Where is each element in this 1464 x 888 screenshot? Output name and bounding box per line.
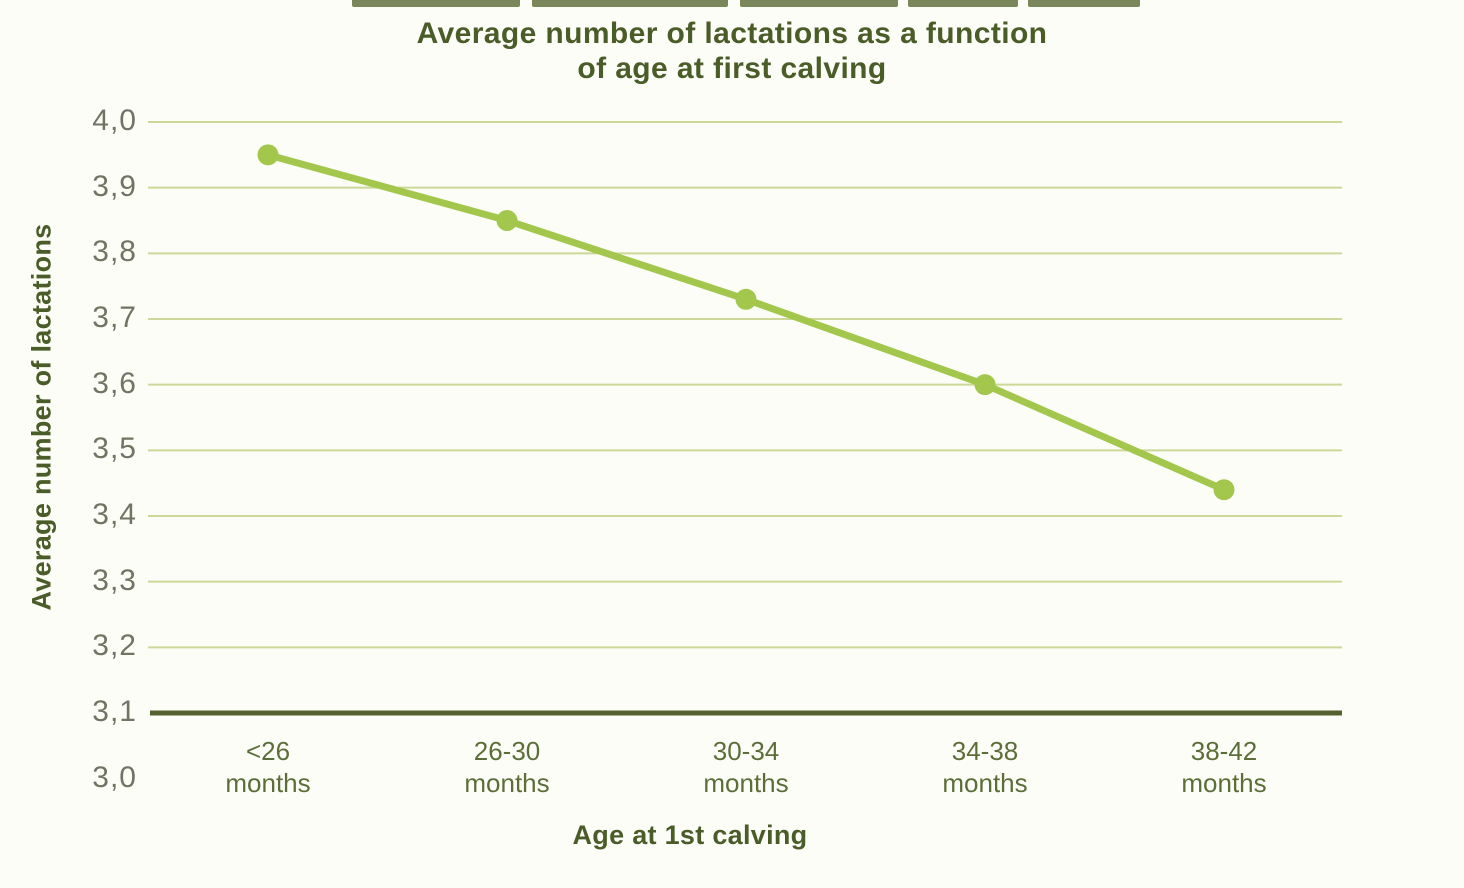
artifact-segment: [740, 0, 898, 7]
y-tick-label: 3,1: [92, 695, 137, 728]
series-line: [264, 151, 1228, 494]
y-tick-label: 3,2: [92, 629, 137, 663]
y-tick-label: 3,5: [92, 432, 137, 466]
data-point: [257, 144, 279, 166]
x-tick-label: <26 months: [225, 736, 311, 798]
chart-title-line2: of age at first calving: [577, 52, 887, 86]
y-tick-label: 3,4: [92, 498, 137, 531]
x-tick-label: 30-34 months: [703, 736, 789, 798]
x-tick-label: 34-38 months: [942, 736, 1028, 798]
x-tick-label: 26-30 months: [464, 736, 550, 798]
y-tick-label: 3,7: [92, 301, 137, 334]
x-axis-title: Age at 1st calving: [572, 820, 808, 850]
data-point: [496, 210, 518, 231]
y-tick-label: 3,8: [92, 235, 137, 269]
chart-title: Average number of lactations as a functi…: [0, 16, 1464, 86]
y-tick-label: 3,9: [92, 169, 137, 203]
y-tick-label: 3,0: [92, 760, 137, 794]
artifact-segment: [908, 0, 1018, 7]
y-tick-label: 3,6: [92, 366, 137, 400]
x-tick-label: 38-42 months: [1181, 736, 1267, 798]
artifact-segment: [352, 0, 520, 7]
artifact-segment: [532, 0, 728, 7]
data-point: [974, 374, 996, 396]
artifact-segment: [1028, 0, 1140, 7]
data-point: [735, 288, 757, 310]
data-point: [1213, 479, 1235, 501]
y-tick-label: 4,0: [92, 104, 137, 137]
y-tick-label: 3,3: [92, 563, 137, 597]
chart-title-line1: Average number of lactations as a functi…: [416, 17, 1048, 50]
